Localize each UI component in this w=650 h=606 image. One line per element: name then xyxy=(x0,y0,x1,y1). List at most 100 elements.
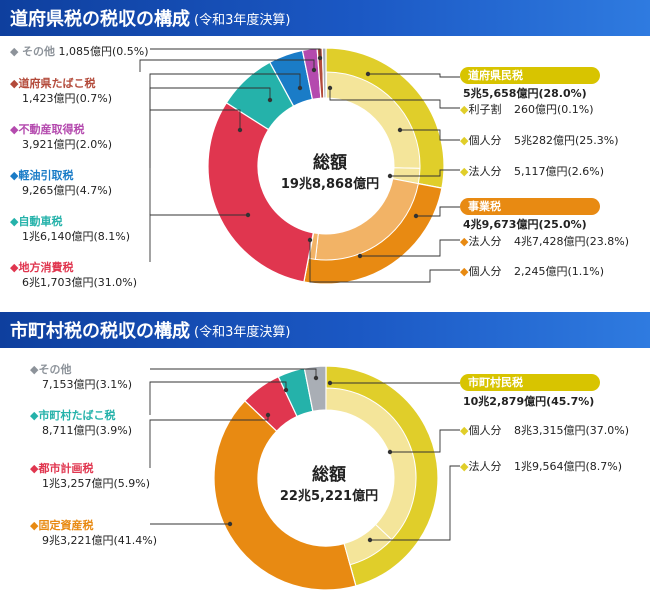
municipal-total-label: 総額 xyxy=(312,465,346,485)
sub-value: 5兆282億円(25.3%) xyxy=(513,134,619,147)
leader-line xyxy=(400,129,460,141)
leader-line xyxy=(390,169,460,177)
slice-label-light-oil: ◆軽油引取税 9,265億円(4.7%) xyxy=(10,168,112,198)
leader-line xyxy=(149,415,269,468)
slice-value: 1,085億円(0.5%) xyxy=(58,45,149,58)
leader-dot xyxy=(387,449,393,455)
slice-name: 不動産取得税 xyxy=(18,123,85,136)
slice-label-fixed-asset: ◆固定資産税 9兆3,221億円(41.4%) xyxy=(30,518,157,548)
pill-prefectural-inhabitant: 道府県民税 xyxy=(460,67,600,84)
chart1-center xyxy=(262,102,390,230)
diamond-icon: ◆ xyxy=(10,77,19,90)
slice-name: その他 xyxy=(38,363,72,376)
leader-dot xyxy=(237,127,243,133)
diamond-icon: ◆ xyxy=(10,45,19,58)
slice-label-prefectural-tobacco: ◆道府県たばこ税 1,423億円(0.7%) xyxy=(10,76,112,106)
leader-dot xyxy=(357,253,363,259)
prefectural-tax-subtitle: (令和3年度決算) xyxy=(194,12,291,28)
sub-value: 1兆9,564億円(8.7%) xyxy=(513,460,622,473)
leader-dot xyxy=(227,521,233,527)
municipal-total-value: 22兆5,221億円 xyxy=(279,489,379,504)
slice-name: 固定資産税 xyxy=(38,519,94,532)
slice-value-enterprise: 4兆9,673億円(25.0%) xyxy=(463,218,587,231)
leader-dot xyxy=(307,237,313,243)
leader-dot xyxy=(283,387,289,393)
slice-label-municipal-tobacco: ◆市町村たばこ税 8,711億円(3.9%) xyxy=(30,408,132,438)
leader-line xyxy=(149,214,248,262)
diamond-icon: ◆ xyxy=(10,123,19,136)
diamond-icon: ◆ xyxy=(460,235,469,248)
prefectural-tax-title: 道府県税の税収の構成 xyxy=(10,9,190,30)
prefectural-total-label: 総額 xyxy=(313,153,347,173)
slice-name: 市町村たばこ税 xyxy=(38,409,116,422)
slice-label-municipal-other: ◆その他 7,153億円(3.1%) xyxy=(30,362,132,392)
leader-line xyxy=(139,59,315,72)
sub-label-municipal-individual: ◆個人分 8兆3,315億円(37.0%) xyxy=(460,423,629,438)
municipal-tax-subtitle: (令和3年度決算) xyxy=(194,324,291,340)
municipal-tax-banner: 市町村税の税収の構成 (令和3年度決算) xyxy=(0,312,650,348)
sub-name: 法人分 xyxy=(468,165,502,178)
sub-value: 4兆7,428億円(23.8%) xyxy=(513,235,629,248)
diamond-icon: ◆ xyxy=(460,460,469,473)
slice-value: 1,423億円(0.7%) xyxy=(22,92,113,105)
sub-value: 5,117億円(2.6%) xyxy=(513,165,604,178)
sub-label-municipal-corporate: ◆法人分 1兆9,564億円(8.7%) xyxy=(460,459,622,474)
leader-dot xyxy=(367,537,373,543)
slice-name: 地方消費税 xyxy=(18,261,74,274)
leader-dot xyxy=(413,213,419,219)
slice-name: 自動車税 xyxy=(18,215,63,228)
pill-municipal-inhabitant: 市町村民税 xyxy=(460,374,600,391)
leader-line xyxy=(360,239,460,257)
prefectural-tax-banner: 道府県税の税収の構成 (令和3年度決算) xyxy=(0,0,650,36)
diamond-icon: ◆ xyxy=(460,103,469,116)
slice-value: 9,265億円(4.7%) xyxy=(22,184,113,197)
prefectural-total-value: 19兆8,868億円 xyxy=(280,177,380,192)
slice-name: 都市計画税 xyxy=(38,462,94,475)
diamond-icon: ◆ xyxy=(10,169,19,182)
slice-label-real-estate-acquisition: ◆不動産取得税 3,921億円(2.0%) xyxy=(10,122,112,152)
leader-dot xyxy=(365,71,371,77)
slice-value: 6兆1,703億円(31.0%) xyxy=(22,276,138,289)
sub-value: 260億円(0.1%) xyxy=(513,103,594,116)
sub-label-enterprise-corporate: ◆法人分 4兆7,428億円(23.8%) xyxy=(460,234,629,249)
diamond-icon: ◆ xyxy=(10,215,19,228)
sub-name: 法人分 xyxy=(468,235,502,248)
slice-value: 1兆6,140億円(8.1%) xyxy=(22,230,131,243)
diamond-icon: ◆ xyxy=(30,462,39,475)
diamond-icon: ◆ xyxy=(30,409,39,422)
sub-value: 8兆3,315億円(37.0%) xyxy=(513,424,629,437)
leader-dot xyxy=(327,85,333,91)
diamond-icon: ◆ xyxy=(460,265,469,278)
chart2-sub-slice-市町村民税-1 xyxy=(343,523,393,566)
slice-label-city-planning: ◆都市計画税 1兆3,257億円(5.9%) xyxy=(30,461,150,491)
slice-value: 3,921億円(2.0%) xyxy=(22,138,113,151)
prefectural-total: 総額 19兆8,868億円 xyxy=(280,148,380,192)
sub-label-corporate: ◆法人分 5,117億円(2.6%) xyxy=(460,164,604,179)
leader-dot xyxy=(265,412,271,418)
leader-line xyxy=(390,429,460,453)
leader-line xyxy=(329,88,460,109)
leader-line xyxy=(416,206,460,217)
diamond-icon: ◆ xyxy=(30,519,39,532)
leader-line xyxy=(150,368,317,378)
chart2-center xyxy=(262,414,390,542)
slice-value: 8,711億円(3.9%) xyxy=(42,424,133,437)
slice-value: 9兆3,221億円(41.4%) xyxy=(42,534,158,547)
pill-enterprise: 事業税 xyxy=(460,198,600,215)
leader-dot xyxy=(397,127,403,133)
chart1-sub-slice-事業税-1 xyxy=(308,232,319,260)
leader-line xyxy=(149,381,287,415)
leader-dot xyxy=(311,67,317,73)
diamond-icon: ◆ xyxy=(460,134,469,147)
slice-value-municipal-inhabitant: 10兆2,879億円(45.7%) xyxy=(463,395,595,408)
diamond-icon: ◆ xyxy=(30,363,39,376)
leader-dot xyxy=(387,173,393,179)
diamond-icon: ◆ xyxy=(10,261,19,274)
slice-value-prefectural-inhabitant: 5兆5,658億円(28.0%) xyxy=(463,87,587,100)
leader-dot xyxy=(313,375,319,381)
municipal-tax-title: 市町村税の税収の構成 xyxy=(10,321,190,342)
leader-line xyxy=(150,48,321,58)
leader-dot xyxy=(245,212,251,218)
sub-name: 利子割 xyxy=(468,103,502,116)
